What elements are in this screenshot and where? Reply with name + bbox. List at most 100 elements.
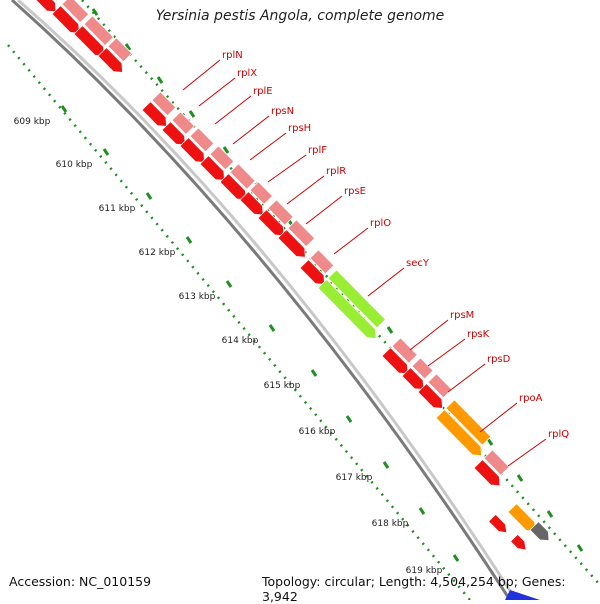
- gene-band: [54, 0, 59, 2]
- cds-arrow: [239, 191, 264, 216]
- gene-band: [309, 249, 335, 275]
- map-title: Yersinia pestis Angola, complete genome: [155, 8, 445, 24]
- cds-arrow: [510, 533, 527, 551]
- scale-tick-label: 617 kbp: [336, 473, 373, 483]
- gene-label-rplF: rplF: [308, 145, 327, 156]
- gene-band: [327, 269, 387, 329]
- gene-label-rpoA: rpoA: [519, 393, 543, 404]
- gene-band: [287, 219, 316, 248]
- scale-tick-mark: [91, 8, 99, 16]
- accession-text: Accession: NC_010159: [9, 574, 152, 589]
- gene-leader-line: [367, 267, 405, 297]
- scale-tick-mark: [452, 554, 460, 562]
- gene-leader-line: [427, 338, 466, 367]
- cds-arrow: [179, 137, 205, 163]
- scale-tick-mark: [225, 280, 233, 288]
- gene-labels: rplN rplX rplE rpsN rpsH rplF rplR rpsE rplO secY…: [182, 50, 569, 467]
- gene-label-rpsK: rpsK: [467, 329, 490, 340]
- gene-band: [249, 181, 274, 205]
- gene-label-rpsH: rpsH: [288, 123, 311, 134]
- scale-track-outer: [81, 0, 600, 586]
- gene-label-rpsN: rpsN: [271, 106, 294, 117]
- gene-label-rplQ: rplQ: [548, 429, 569, 440]
- scale-tick-mark: [102, 148, 110, 156]
- cds-arrow: [317, 279, 377, 339]
- cds-arrow: [97, 47, 123, 73]
- scale-tick-mark: [185, 236, 193, 244]
- genome-backbone: [11, 0, 512, 600]
- cds-arrow: [381, 347, 409, 375]
- cds-arrow: [401, 367, 425, 390]
- gene-band: [483, 449, 510, 476]
- scale-tick-label: 609 kbp: [14, 117, 51, 127]
- scale-tick-mark: [382, 461, 390, 469]
- scale-ticks: 609 kbp 610 kbp 611 kbp 612 kbp 613 kbp 614 k…: [14, 8, 584, 576]
- scale-tick-mark: [124, 43, 132, 51]
- scale-tick-mark: [516, 474, 524, 482]
- gene-label-secY: secY: [406, 258, 430, 269]
- gene-band: [83, 15, 115, 47]
- cds-arrow: [417, 383, 443, 409]
- scale-tick-label: 618 kbp: [372, 519, 409, 529]
- scale-tick-mark: [576, 544, 584, 552]
- cds-arrow: [299, 259, 325, 285]
- scale-track-inner: [7, 44, 471, 600]
- scale-tick-label: 614 kbp: [222, 336, 259, 346]
- scale-tick-label: 611 kbp: [99, 204, 136, 214]
- gene-label-rplE: rplE: [253, 86, 273, 97]
- gene-leader-line: [286, 175, 325, 205]
- gene-label-rpsE: rpsE: [344, 186, 366, 197]
- gene-band: [209, 145, 235, 171]
- scale-tick-label: 610 kbp: [56, 160, 93, 170]
- gene-band: [61, 0, 90, 24]
- gene-label-rpsM: rpsM: [450, 310, 474, 321]
- gene-band: [267, 199, 294, 226]
- cds-arrow: [257, 209, 285, 237]
- cds-arrow: [473, 459, 501, 487]
- scale-tick-mark: [386, 326, 394, 334]
- cds-arrow: [488, 513, 508, 534]
- gene-leader-line: [267, 154, 307, 183]
- scale-tick-mark: [222, 146, 230, 154]
- gene-band: [411, 357, 434, 380]
- cds-arrow: [141, 101, 167, 127]
- cds-arrow: [35, 0, 57, 13]
- genome-backbone-inner: [17, 0, 518, 600]
- feature-blue-partial: [505, 590, 540, 600]
- scale-tick-mark: [188, 110, 196, 118]
- scale-tick-label: 612 kbp: [139, 248, 176, 258]
- scale-tick-label: 613 kbp: [179, 292, 216, 302]
- gene-label-rplN: rplN: [222, 50, 243, 61]
- cds-arrow: [277, 229, 306, 258]
- gene-leader-line: [232, 115, 270, 145]
- cds-arrow: [507, 503, 536, 532]
- cds-arrow: [529, 521, 550, 542]
- gene-leader-line: [447, 363, 486, 393]
- cds-arrow: [199, 155, 225, 181]
- gene-label-rplO: rplO: [370, 218, 391, 229]
- scale-tick-mark: [156, 76, 164, 84]
- gene-label-rpsD: rpsD: [487, 354, 511, 365]
- scale-tick-mark: [486, 438, 494, 446]
- scale-tick-label: 615 kbp: [264, 381, 301, 391]
- gene-band: [189, 127, 215, 153]
- gene-leader-line: [305, 195, 343, 225]
- gene-leader-line: [507, 438, 547, 467]
- scale-tick-mark: [345, 415, 353, 423]
- gene-band: [151, 91, 177, 117]
- gene-leader-line: [198, 77, 236, 107]
- gene-label-rplX: rplX: [237, 68, 257, 79]
- gene-label-rplR: rplR: [326, 166, 346, 177]
- gene-leader-line: [249, 132, 287, 161]
- gene-leader-line: [214, 95, 252, 125]
- scale-tick-mark: [310, 369, 318, 377]
- gene-band: [229, 163, 256, 190]
- scale-tick-label: 616 kbp: [299, 427, 336, 437]
- scale-tick-mark: [418, 507, 426, 515]
- scale-tick-mark: [60, 105, 68, 113]
- gene-leader-line: [479, 402, 518, 433]
- cds-arrow: [435, 409, 482, 457]
- gene-leader-line: [409, 319, 449, 351]
- scale-tick-mark: [145, 192, 153, 200]
